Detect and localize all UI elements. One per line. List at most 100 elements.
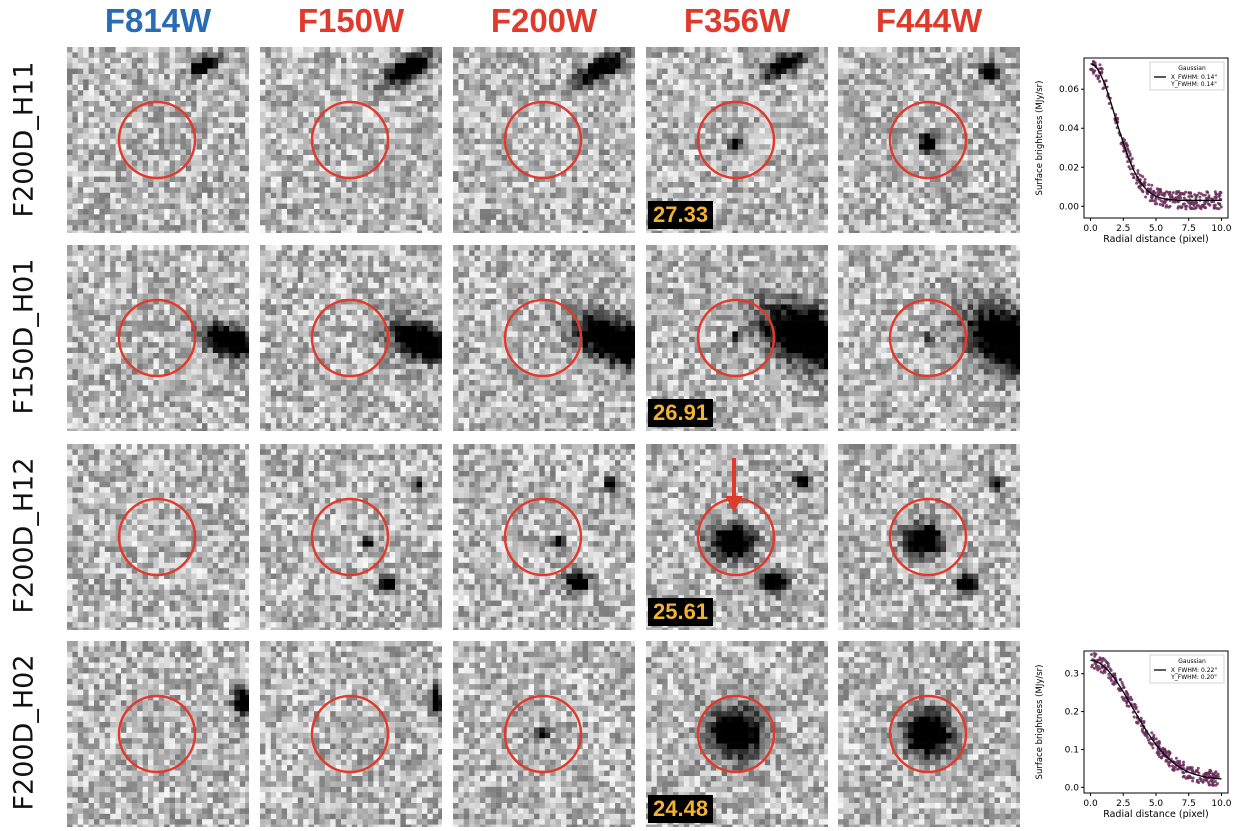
data-point [1220, 206, 1223, 209]
y-tick-label: 0.04 [1059, 124, 1079, 134]
data-point [1137, 710, 1140, 713]
filter-header-f444w: F444W [838, 2, 1020, 40]
filter-header-f356w: F356W [646, 2, 828, 40]
data-point [1187, 202, 1190, 205]
data-point [1189, 191, 1192, 194]
stamp-image [838, 641, 1020, 827]
data-point [1126, 144, 1129, 147]
data-point [1191, 780, 1194, 783]
data-point [1133, 716, 1136, 719]
x-tick-label: 2.5 [1116, 224, 1130, 234]
data-point [1160, 193, 1163, 196]
data-point [1154, 200, 1157, 203]
data-point [1143, 732, 1146, 735]
image-stamp-f200d_h12-f200w [453, 444, 635, 630]
data-point [1129, 698, 1132, 701]
data-point [1214, 190, 1217, 193]
data-point [1218, 202, 1221, 205]
image-stamp-f200d_h12-f150w [260, 444, 442, 630]
data-point [1207, 196, 1210, 199]
data-point [1146, 192, 1149, 195]
data-point [1144, 196, 1147, 199]
image-stamp-f150d_h01-f356w: 26.91 [646, 245, 828, 431]
x-axis-label: Radial distance (pixel) [1103, 234, 1209, 245]
image-stamp-f150d_h01-f444w [838, 245, 1020, 431]
data-point [1205, 779, 1208, 782]
data-point [1176, 190, 1179, 193]
source-label-row-4: F200D_H02 [2, 641, 46, 823]
data-point [1154, 202, 1157, 205]
data-point [1104, 659, 1107, 662]
data-point [1193, 201, 1196, 204]
data-point [1199, 196, 1202, 199]
data-point [1172, 191, 1175, 194]
data-point [1195, 769, 1198, 772]
data-point [1160, 756, 1163, 759]
data-point [1150, 184, 1153, 187]
stamp-image [838, 245, 1020, 431]
data-point [1126, 692, 1129, 695]
x-tick-label: 0.0 [1083, 799, 1098, 809]
legend-entry: X_FWHM: 0.22" [1171, 667, 1217, 674]
data-point [1134, 703, 1137, 706]
data-point [1093, 667, 1096, 670]
y-tick-label: 0.0 [1065, 783, 1080, 793]
y-tick-label: 0.2 [1065, 708, 1079, 718]
data-point [1183, 202, 1186, 205]
stamp-image [260, 245, 442, 431]
data-point [1141, 728, 1144, 731]
data-point [1095, 74, 1098, 77]
data-point [1107, 665, 1110, 668]
data-point [1184, 208, 1187, 211]
data-point [1101, 87, 1104, 90]
x-tick-label: 7.5 [1182, 799, 1196, 809]
image-stamp-f200d_h12-f814w [67, 444, 249, 630]
data-point [1155, 197, 1158, 200]
image-stamp-f200d_h12-f356w: 25.61 [646, 444, 828, 630]
data-point [1213, 206, 1216, 209]
data-point [1150, 731, 1153, 734]
legend-title: Gaussian [1178, 658, 1206, 665]
x-tick-label: 10.0 [1211, 224, 1231, 234]
data-point [1126, 704, 1129, 707]
image-stamp-f200d_h11-f200w [453, 47, 635, 233]
image-stamp-f200d_h11-f150w [260, 47, 442, 233]
data-point [1172, 200, 1175, 203]
image-stamp-f150d_h01-f200w [453, 245, 635, 431]
data-point [1193, 204, 1196, 207]
data-point [1110, 669, 1113, 672]
image-stamp-f200d_h02-f814w [67, 641, 249, 827]
data-point [1182, 192, 1185, 195]
data-point [1210, 779, 1213, 782]
data-point [1159, 203, 1162, 206]
data-point [1157, 750, 1160, 753]
data-point [1202, 781, 1205, 784]
magnitude-label: 27.33 [648, 201, 713, 229]
data-point [1213, 774, 1216, 777]
data-point [1090, 653, 1093, 656]
image-stamp-f200d_h11-f356w: 27.33 [646, 47, 828, 233]
data-point [1182, 761, 1185, 764]
filter-header-f814w: F814W [67, 2, 249, 40]
x-tick-label: 10.0 [1211, 799, 1231, 809]
data-point [1196, 204, 1199, 207]
stamp-image [453, 444, 635, 630]
data-point [1122, 698, 1125, 701]
data-point [1185, 205, 1188, 208]
data-point [1179, 196, 1182, 199]
data-point [1212, 784, 1215, 787]
stamp-image [838, 47, 1020, 233]
data-point [1182, 763, 1185, 766]
data-point [1146, 736, 1149, 739]
stamp-image [67, 245, 249, 431]
x-tick-label: 5.0 [1149, 224, 1164, 234]
data-point [1206, 772, 1209, 775]
data-point [1121, 681, 1124, 684]
data-point [1169, 205, 1172, 208]
data-point [1126, 160, 1129, 163]
image-stamp-f150d_h01-f814w [67, 245, 249, 431]
data-point [1168, 765, 1171, 768]
image-stamp-f200d_h12-f444w [838, 444, 1020, 630]
